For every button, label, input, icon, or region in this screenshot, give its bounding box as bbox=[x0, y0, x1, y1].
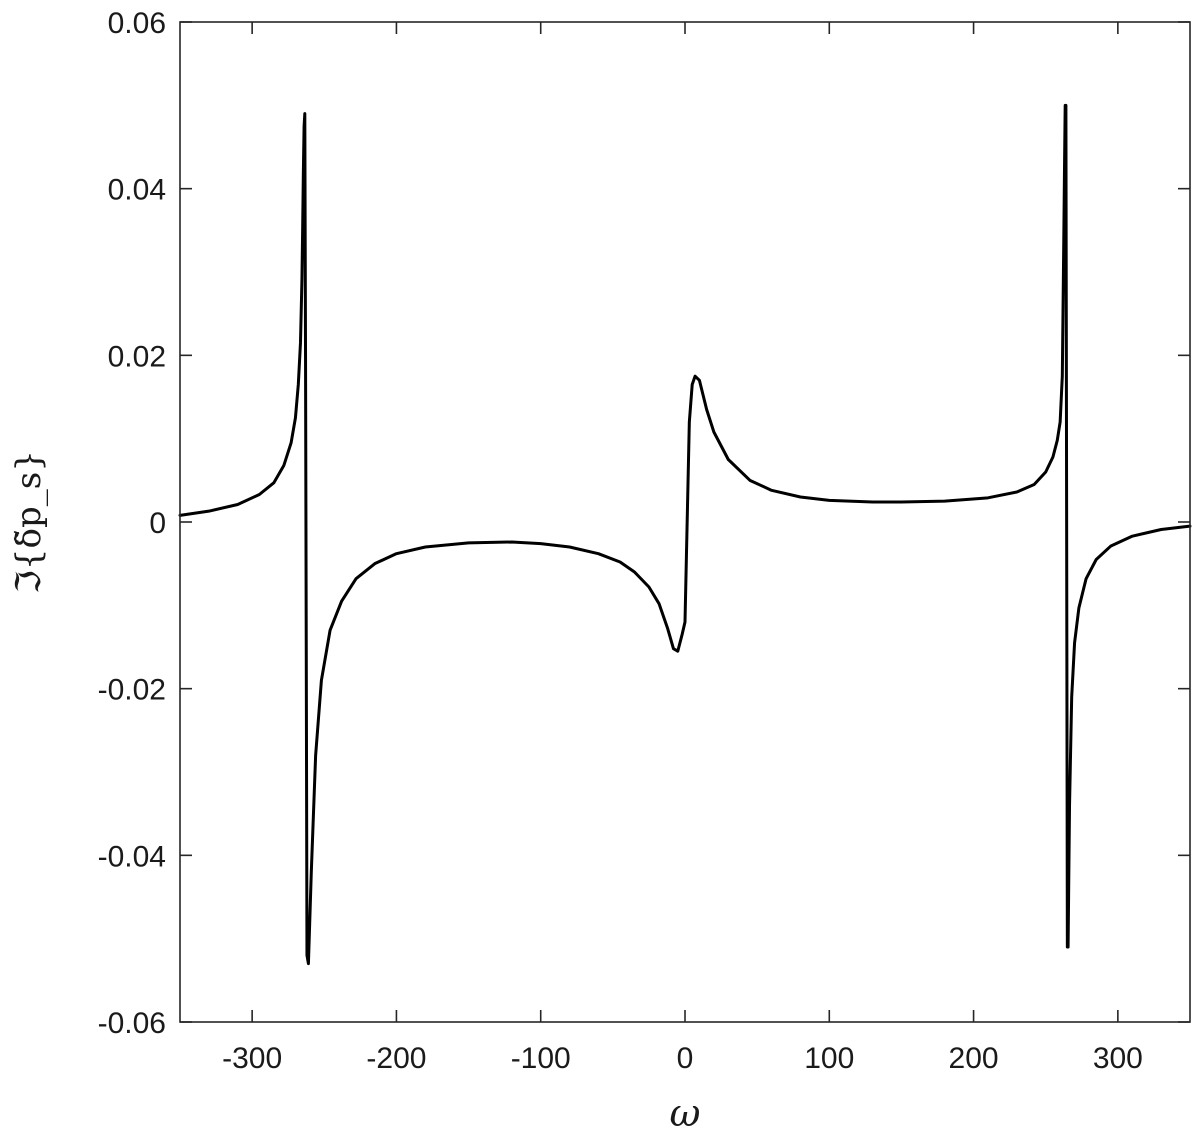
x-tick-label: 100 bbox=[804, 1042, 854, 1075]
y-tick-label: 0 bbox=[149, 507, 166, 540]
y-tick-label: -0.06 bbox=[98, 1007, 166, 1040]
x-axis-label: ω bbox=[670, 1091, 701, 1135]
y-axis-label: ℑ{δ̃p_s} bbox=[9, 450, 49, 594]
y-tick-label: -0.04 bbox=[98, 840, 166, 873]
plot-area-frame bbox=[179, 21, 1191, 1023]
x-tick-label: 300 bbox=[1093, 1042, 1143, 1075]
series-line bbox=[178, 103, 1192, 966]
x-tick-label: -200 bbox=[366, 1042, 426, 1075]
x-axis-ticks: -300 -200 -100 0 100 200 300 bbox=[222, 22, 1143, 1075]
y-tick-label: -0.02 bbox=[98, 674, 166, 707]
x-tick-label: 0 bbox=[677, 1042, 694, 1075]
x-tick-label: -300 bbox=[222, 1042, 282, 1075]
x-tick-label: -100 bbox=[511, 1042, 571, 1075]
y-tick-label: 0.02 bbox=[108, 340, 166, 373]
x-tick-label: 200 bbox=[949, 1042, 999, 1075]
y-tick-label: 0.06 bbox=[108, 7, 166, 40]
y-tick-label: 0.04 bbox=[108, 174, 166, 207]
y-axis-ticks: -0.06 -0.04 -0.02 0 0.02 0.04 0.06 bbox=[98, 7, 1190, 1040]
